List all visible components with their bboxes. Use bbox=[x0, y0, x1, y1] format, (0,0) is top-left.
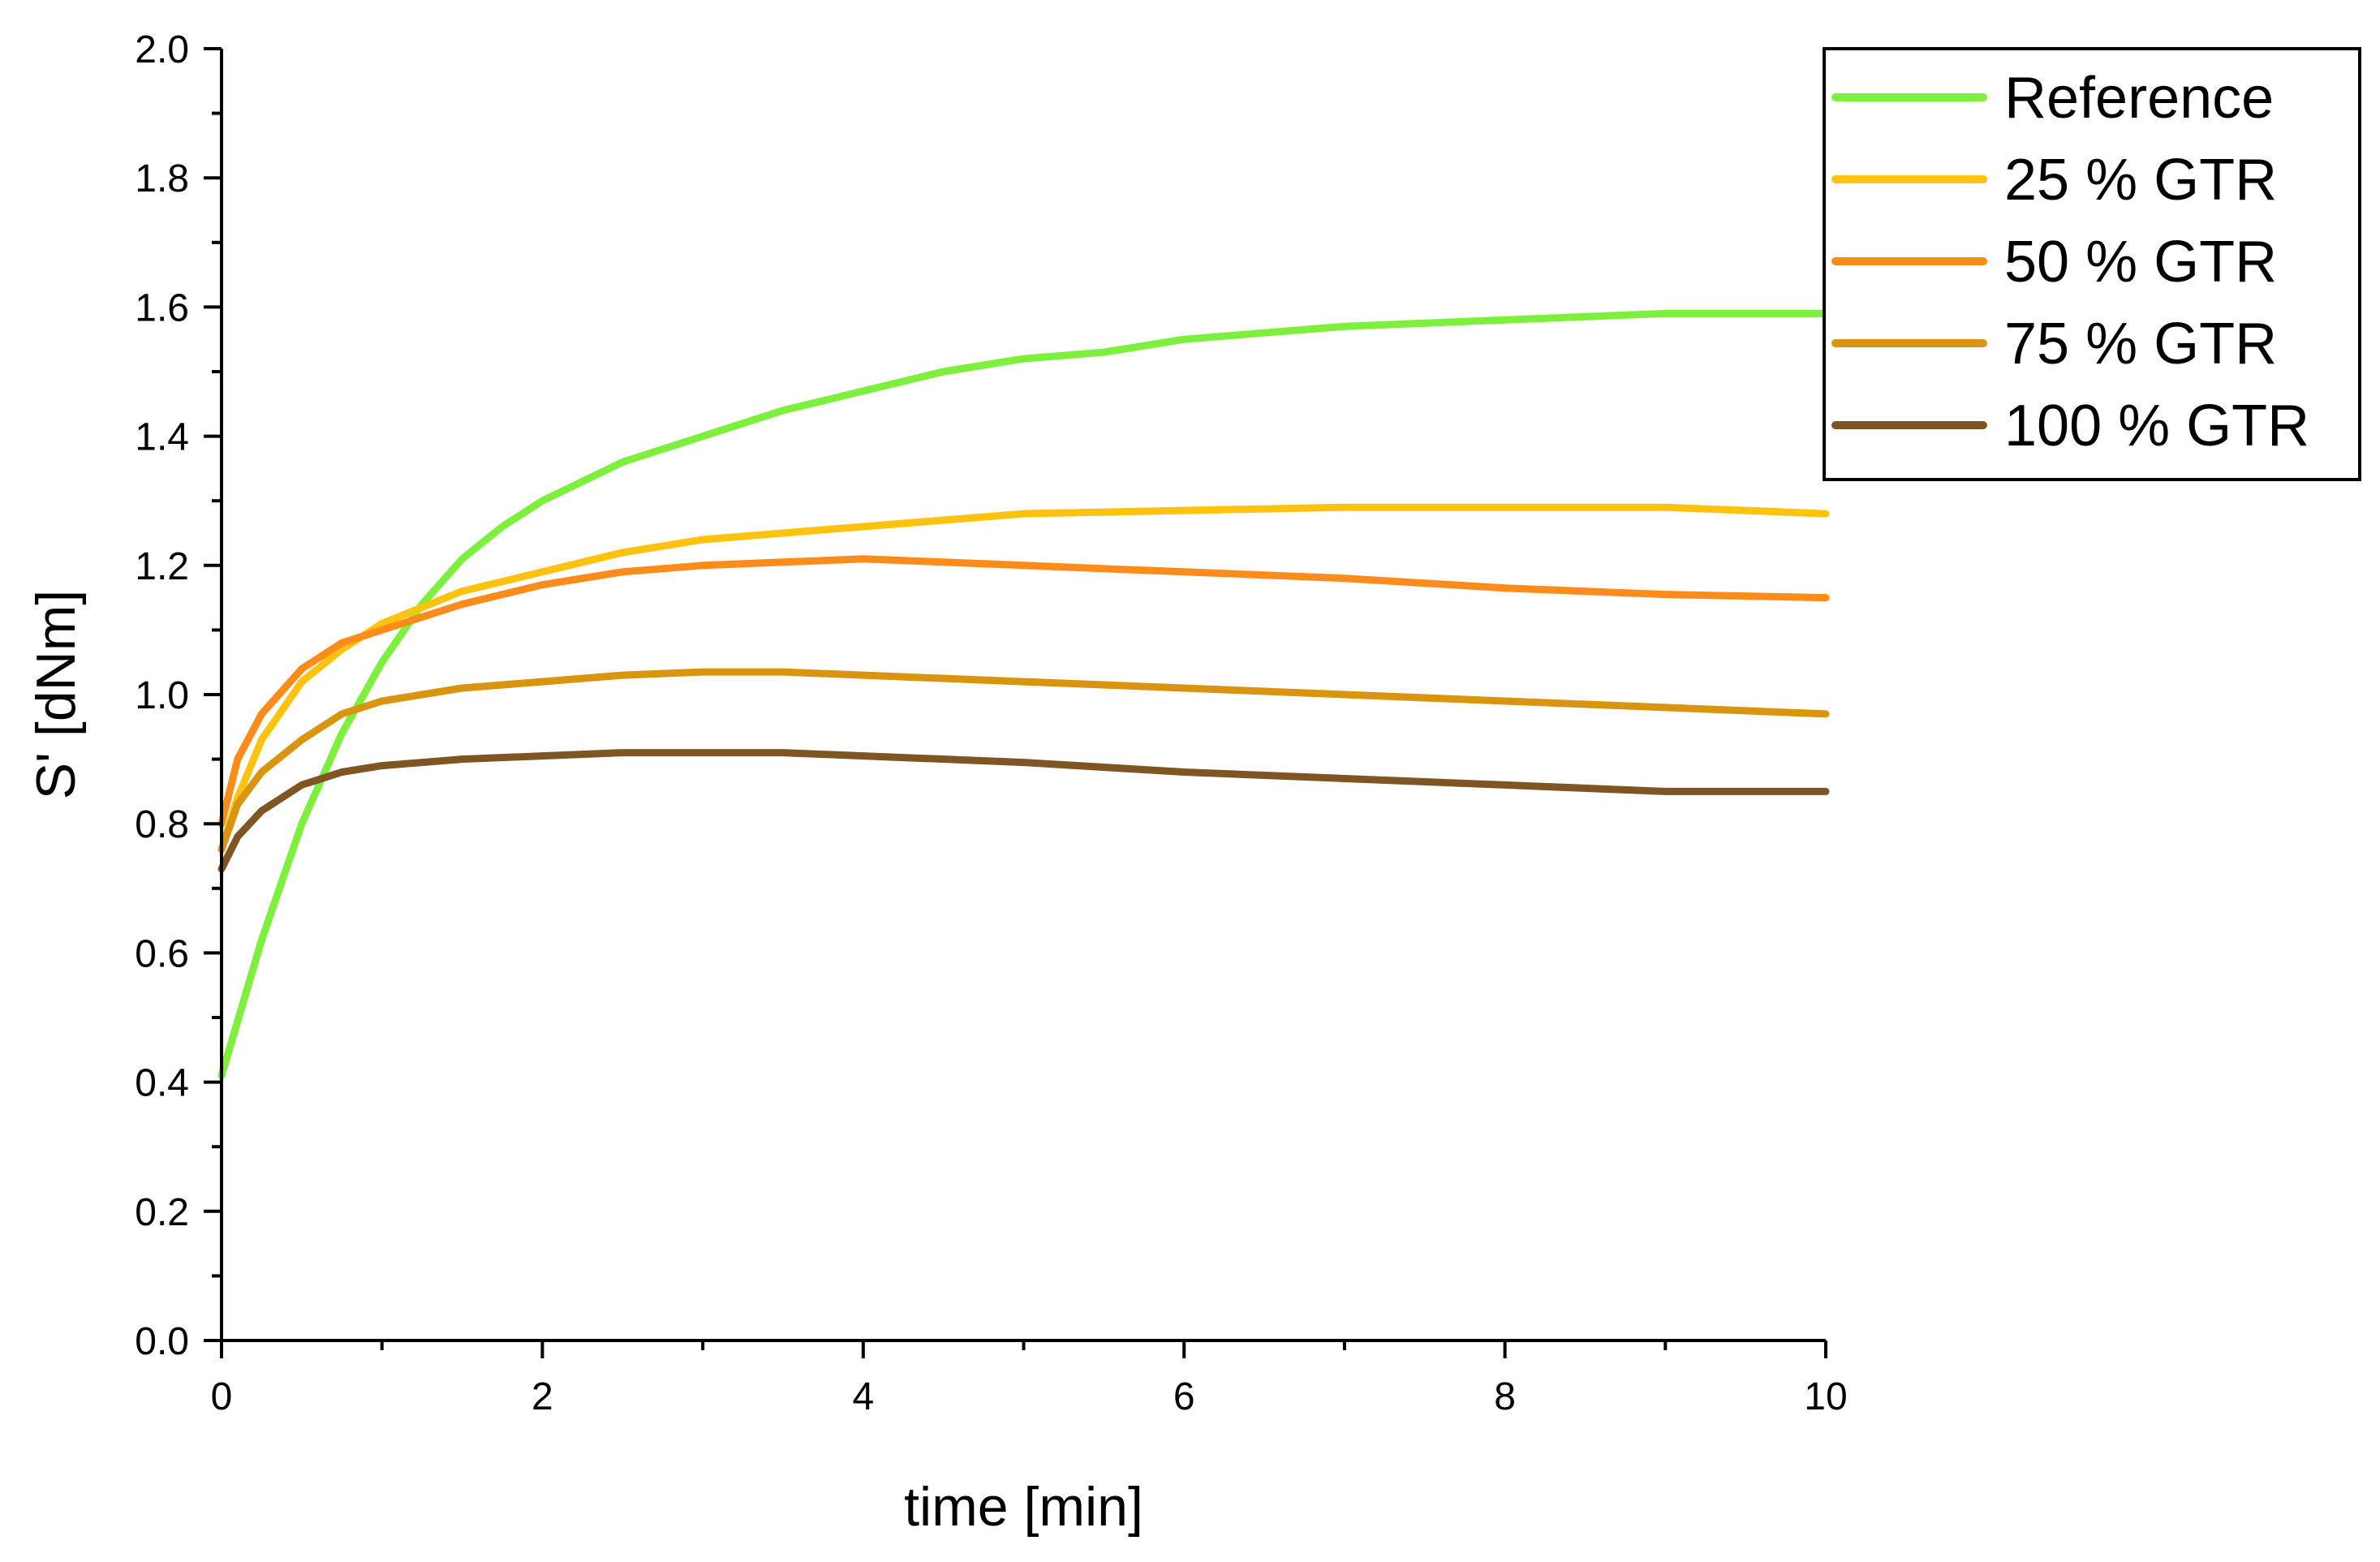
series-layer bbox=[217, 309, 1830, 1080]
x-tick-label-5: 10 bbox=[1804, 1375, 1847, 1418]
legend-label-0: Reference bbox=[2004, 66, 2274, 131]
y-tick-label-2: 0.4 bbox=[135, 1062, 189, 1105]
y-tick-label-5: 1.0 bbox=[135, 674, 189, 717]
legend: Reference 25 % GTR 50 % GTR 75 % GTR 100 % G… bbox=[1823, 47, 2361, 481]
y-tick-label-9: 1.8 bbox=[135, 157, 189, 200]
y-tick-label-3: 0.6 bbox=[135, 932, 189, 975]
y-tick-label-10: 2.0 bbox=[135, 28, 189, 71]
y-tick-label-7: 1.4 bbox=[135, 416, 189, 459]
x-tick-label-4: 8 bbox=[1494, 1375, 1516, 1418]
x-tick-label-3: 6 bbox=[1173, 1375, 1195, 1418]
series-line-2 bbox=[217, 555, 1830, 828]
series-line-1 bbox=[217, 503, 1830, 854]
x-tick-label-0: 0 bbox=[211, 1375, 233, 1418]
legend-label-1: 25 % GTR bbox=[2004, 148, 2277, 213]
y-tick-label-0: 0.0 bbox=[135, 1320, 189, 1363]
y-tick-label-4: 0.8 bbox=[135, 803, 189, 846]
y-tick-label-8: 1.6 bbox=[135, 286, 189, 329]
x-tick-label-1: 2 bbox=[532, 1375, 553, 1418]
y-tick-label-1: 0.2 bbox=[135, 1191, 189, 1234]
series-line-3 bbox=[217, 668, 1830, 854]
legend-label-2: 50 % GTR bbox=[2004, 230, 2277, 295]
legend-label-4: 100 % GTR bbox=[2004, 394, 2309, 458]
axes-layer: 0 2 4 6 8 10 0.0 0.2 0.4 0.6 0.8 1.0 1.2 1.4 1.6 1.8 2.0 bbox=[135, 28, 1847, 1418]
series-line-4 bbox=[217, 749, 1830, 873]
series-line-0 bbox=[217, 309, 1830, 1080]
y-tick-label-6: 1.2 bbox=[135, 545, 189, 588]
x-axis-title: time [min] bbox=[904, 1476, 1143, 1538]
x-tick-label-2: 4 bbox=[852, 1375, 874, 1418]
y-axis-title: S' [dNm] bbox=[25, 590, 87, 800]
legend-label-3: 75 % GTR bbox=[2004, 312, 2277, 377]
